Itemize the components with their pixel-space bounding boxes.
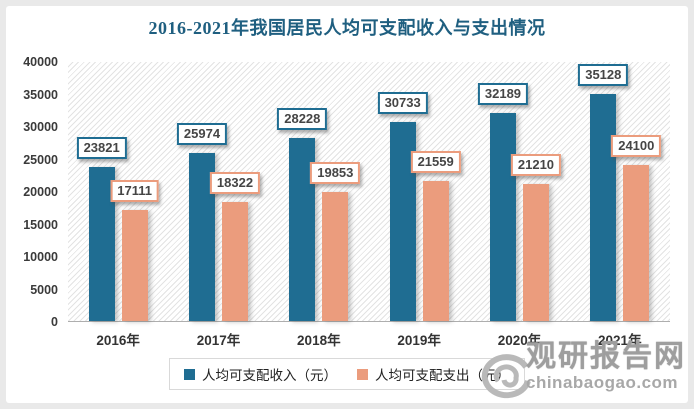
x-tick-label: 2016年 xyxy=(96,333,140,348)
income-bar-slot: 30733 xyxy=(377,62,428,321)
x-tick-label: 2018年 xyxy=(297,333,341,348)
income-bar-slot: 28228 xyxy=(277,62,328,321)
income-value-label: 35128 xyxy=(578,63,629,86)
expense-value-label: 21210 xyxy=(510,153,562,176)
expense-bar xyxy=(221,202,248,321)
y-tick-label: 10000 xyxy=(23,250,58,264)
x-tick-label: 2020年 xyxy=(497,333,542,348)
income-bar-slot: 35128 xyxy=(578,62,629,321)
expense-value-label: 21559 xyxy=(410,151,461,174)
watermark-domain: chinabaogao.com xyxy=(526,373,679,392)
y-tick-label: 30000 xyxy=(23,120,58,134)
y-tick-label: 35000 xyxy=(23,87,58,102)
legend-label: 人均可支配支出（元） xyxy=(375,368,510,383)
income-swatch-icon xyxy=(184,368,195,380)
expense-bar xyxy=(322,192,349,321)
y-tick-label: 20000 xyxy=(23,185,58,199)
income-bar xyxy=(590,93,617,321)
expense-value-label: 17111 xyxy=(110,180,160,203)
income-value-label: 28228 xyxy=(277,108,328,131)
expense-value-label: 24100 xyxy=(611,134,662,157)
chart-title: 2016-2021年我国居民人均可支配收入与支出情况 xyxy=(148,18,546,38)
income-value-label: 25974 xyxy=(176,122,228,145)
income-value-label: 23821 xyxy=(76,136,127,159)
chart-canvas: 2016-2021年我国居民人均可支配收入与支出情况 0 5000 10000 150… xyxy=(6,6,688,403)
watermark-site-name: 观研报告网 xyxy=(526,340,686,373)
expense-bar xyxy=(422,181,449,321)
plot-area: 23821 17111 25974 18322 28228 19853 30733 21559… xyxy=(68,62,670,322)
expense-bar-slot: 24100 xyxy=(611,62,662,321)
expense-bar-slot: 21210 xyxy=(510,62,562,321)
legend: 人均可支配收入（元） 人均可支配支出（元） xyxy=(169,358,525,390)
bar-group: 32189 21210 xyxy=(477,62,562,321)
watermark-logo-icon xyxy=(481,354,531,399)
y-tick-label: 15000 xyxy=(23,217,58,232)
income-bar xyxy=(489,112,516,321)
bar-group: 30733 21559 xyxy=(377,62,461,321)
income-value-label: 32189 xyxy=(477,82,529,105)
income-bar-slot: 32189 xyxy=(477,62,529,321)
y-tick-label: 5000 xyxy=(30,282,58,297)
legend-item-income: 人均可支配收入（元） xyxy=(184,364,337,384)
y-tick-label: 40000 xyxy=(23,55,58,69)
expense-bar-slot: 17111 xyxy=(110,62,160,321)
y-tick-label: 25000 xyxy=(23,152,58,167)
x-tick-label: 2021年 xyxy=(598,333,642,348)
expense-swatch-icon xyxy=(357,368,368,380)
y-axis: 0 5000 10000 15000 20000 25000 30000 35000 40000 xyxy=(6,55,58,329)
legend-item-expense: 人均可支配支出（元） xyxy=(357,364,510,384)
income-value-label: 30733 xyxy=(377,92,428,115)
y-tick-label: 0 xyxy=(51,315,58,329)
watermark: 观研报告网 chinabaogao.com xyxy=(480,341,686,401)
legend-label: 人均可支配收入（元） xyxy=(202,368,337,383)
expense-bar xyxy=(623,164,650,321)
x-axis: 2016年 2017年 2018年 2019年 2020年 2021年 xyxy=(68,329,670,348)
bar-group: 28228 19853 xyxy=(277,62,361,321)
bar-group: 23821 17111 xyxy=(76,62,160,321)
bar-group: 25974 18322 xyxy=(176,62,261,321)
expense-bar-slot: 18322 xyxy=(209,62,261,321)
expense-bar-slot: 21559 xyxy=(410,62,461,321)
expense-bar xyxy=(522,183,549,321)
watermark-text: 观研报告网 chinabaogao.com xyxy=(526,340,686,393)
x-tick-label: 2019年 xyxy=(397,333,441,348)
bar-group: 35128 24100 xyxy=(578,62,662,321)
expense-value-label: 18322 xyxy=(209,172,261,195)
expense-bar xyxy=(121,210,148,321)
expense-value-label: 19853 xyxy=(310,162,361,185)
x-tick-label: 2017年 xyxy=(196,333,241,348)
expense-bar-slot: 19853 xyxy=(310,62,361,321)
